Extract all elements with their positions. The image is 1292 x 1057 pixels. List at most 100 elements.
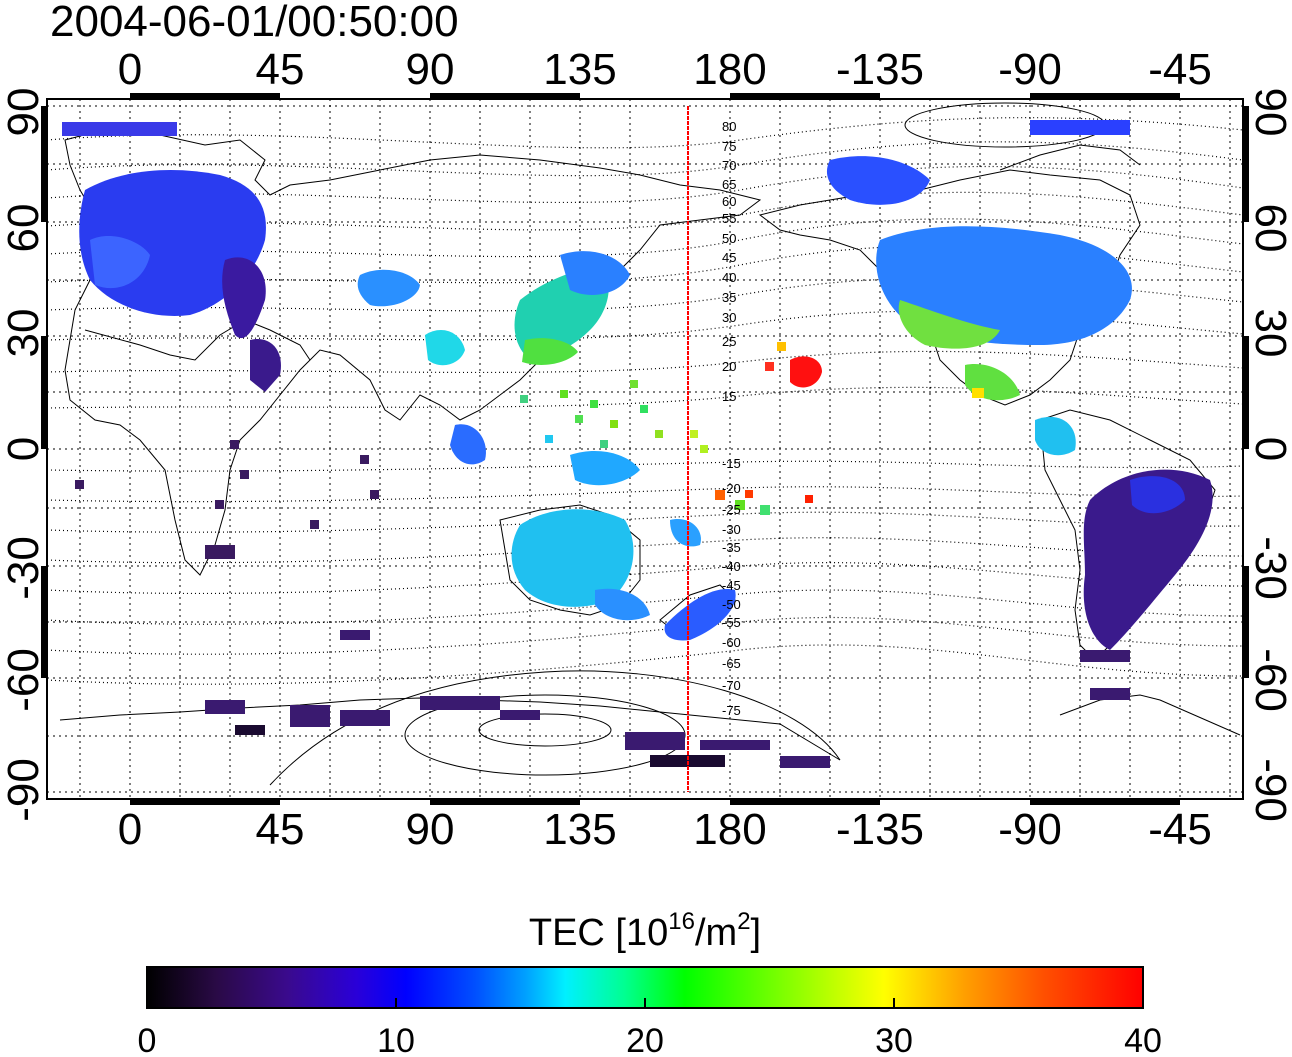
lon-tick-bottom: 0	[118, 805, 142, 854]
south-pacific-tec-patch	[670, 519, 701, 547]
colorbar-tick-marks	[395, 998, 895, 1008]
south-china-tec-patch	[522, 338, 578, 365]
central-asia-tec-patch	[357, 269, 420, 307]
contour-label: -70	[722, 678, 741, 693]
colorbar-tick: 10	[377, 1022, 415, 1057]
colorbar-tick: 20	[626, 1022, 664, 1057]
contour-label: -25	[722, 502, 741, 517]
contour-label: -15	[722, 456, 741, 471]
colorbar-title-close: ]	[751, 912, 762, 954]
contour-label: -30	[722, 522, 741, 537]
lat-tick-right: 30	[1246, 309, 1292, 358]
lat-tick-right: 0	[1246, 437, 1292, 461]
bottom-longitude-ticks: 0 45 90 135 180 -135 -90 -45	[118, 805, 1212, 854]
contour-label: 15	[722, 389, 736, 404]
antarctic-scatter	[205, 630, 1130, 768]
lon-tick-top: 135	[543, 45, 616, 94]
lat-tick-left: -90	[0, 758, 48, 822]
south-australia-tec-patch	[595, 588, 650, 621]
lon-tick-top: 0	[118, 45, 142, 94]
contour-label: 75	[722, 139, 736, 154]
contour-label: 40	[722, 270, 736, 285]
lat-tick-left: 30	[0, 309, 48, 358]
colorbar-title-unit: /m	[695, 912, 737, 954]
middle-east-tec-patch	[250, 339, 281, 392]
contour-label: 60	[722, 194, 736, 209]
india-tec-patch	[425, 330, 465, 366]
contour-label: -20	[722, 481, 741, 496]
top-longitude-ticks: 0 45 90 135 180 -135 -90 -45	[118, 45, 1212, 94]
lat-tick-left: -30	[0, 536, 48, 600]
brazil-tec-patch	[1130, 476, 1185, 514]
contour-label: -60	[722, 635, 741, 650]
lon-tick-bottom: 90	[406, 805, 455, 854]
lat-tick-left: 90	[0, 88, 48, 137]
lon-tick-bottom: 45	[256, 805, 305, 854]
contour-label: -50	[722, 597, 741, 612]
lon-tick-top: -45	[1148, 45, 1212, 94]
left-latitude-ticks: 90 60 30 0 -30 -60 -90	[0, 88, 48, 822]
colorbar-title-exponent: 16	[668, 908, 695, 935]
contour-label: 80	[722, 119, 736, 134]
lon-tick-top: -90	[998, 45, 1062, 94]
lon-tick-bottom: -135	[836, 805, 924, 854]
lon-tick-top: 45	[256, 45, 305, 94]
colorbar-ticks: 0 10 20 30 40	[138, 1022, 1162, 1057]
contour-label: 45	[722, 250, 736, 265]
contour-label-column: 80 75 70 65 60 55 50 45 40 35 30 25 20 1…	[722, 119, 741, 718]
lon-tick-top: 90	[406, 45, 455, 94]
colorbar-tick: 30	[875, 1022, 913, 1057]
right-latitude-ticks: 90 60 30 0 -30 -60 -90	[1246, 88, 1292, 822]
colorbar-title-main: TEC [10	[529, 912, 668, 954]
colorbar-tick: 40	[1124, 1022, 1162, 1057]
lat-tick-right: 60	[1246, 204, 1292, 253]
contour-label: 25	[722, 334, 736, 349]
contour-label: -55	[722, 615, 741, 630]
australia-tec-patch	[511, 509, 634, 607]
lat-tick-left: 60	[0, 204, 48, 253]
contour-label: 50	[722, 231, 736, 246]
colorbar	[146, 966, 1144, 1009]
hawaii-tec-patch	[790, 356, 822, 388]
lat-tick-right: -60	[1246, 648, 1292, 712]
japan-tec-patch	[560, 251, 630, 295]
contour-label: 30	[722, 310, 736, 325]
canada-arctic-tec-patch	[1030, 120, 1130, 135]
contour-label: -75	[722, 703, 741, 718]
frame-tick-bars	[41, 93, 1249, 805]
lon-tick-top: -135	[836, 45, 924, 94]
lon-tick-bottom: -90	[998, 805, 1062, 854]
sumatra-tec-patch	[450, 424, 486, 465]
contour-label: 35	[722, 290, 736, 305]
lat-tick-right: -30	[1246, 536, 1292, 600]
east-europe-tec-patch	[222, 257, 266, 339]
contour-label: 65	[722, 177, 736, 192]
colorbar-tick: 0	[138, 1022, 157, 1057]
new-guinea-tec-patch	[570, 450, 640, 486]
lon-tick-bottom: 180	[693, 805, 766, 854]
alaska-tec-patch	[826, 156, 930, 205]
europe-west-tec-patch	[90, 235, 150, 289]
us-south-tec-patch	[898, 300, 1000, 349]
colorbar-title: TEC [1016/m2]	[529, 908, 761, 954]
timestamp-title: 2004-06-01/00:50:00	[50, 0, 459, 46]
lat-tick-left: 0	[0, 437, 48, 461]
contour-label: 70	[722, 158, 736, 173]
contour-lines	[47, 117, 1243, 685]
contour-label: -45	[722, 578, 741, 593]
new-zealand-tec-patch	[664, 589, 736, 641]
lat-tick-right: 90	[1246, 88, 1292, 137]
africa-scatter	[75, 440, 379, 559]
colorbar-title-unit-exponent: 2	[737, 908, 750, 935]
lon-tick-bottom: -45	[1148, 805, 1212, 854]
arctic-tec-strip	[62, 122, 177, 136]
lon-tick-top: 180	[693, 45, 766, 94]
central-america-tec-patch	[1035, 416, 1076, 456]
pacific-scatter	[520, 380, 708, 453]
contour-label: -40	[722, 559, 741, 574]
contour-label: -35	[722, 540, 741, 555]
lat-tick-left: -60	[0, 648, 48, 712]
lat-tick-right: -90	[1246, 758, 1292, 822]
south-america-tec-patch	[1083, 469, 1213, 650]
